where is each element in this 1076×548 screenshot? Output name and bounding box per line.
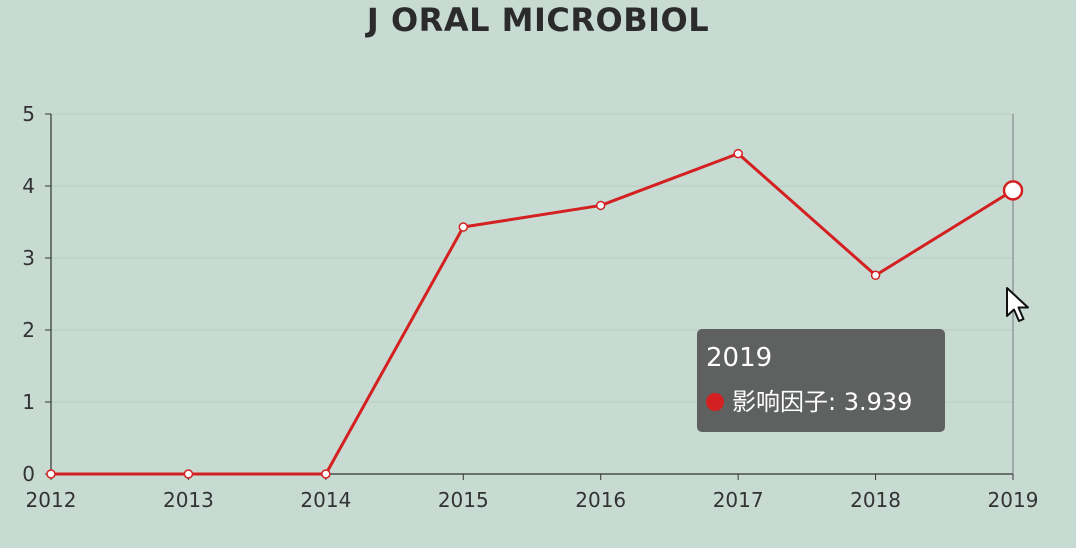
- y-tick-label: 4: [22, 174, 35, 198]
- series-line: [51, 152, 1014, 476]
- tick-labels: 0 1 2 3 4 5 2012 2013 2014 2015 2016 2017 2018 2019: [22, 102, 1038, 512]
- x-tick-label: 2018: [850, 488, 901, 512]
- x-tick-label: 2014: [300, 488, 351, 512]
- data-point: [595, 200, 606, 211]
- y-tick-label: 0: [22, 462, 35, 486]
- pointer-arrow-icon: [1006, 287, 1029, 322]
- series-layer: [46, 148, 1024, 479]
- chart-title: J ORAL MICROBIOL: [366, 1, 710, 39]
- y-tick-label: 3: [22, 246, 35, 270]
- tooltip-row: 影响因子: 3.939: [706, 386, 912, 418]
- x-tick-label: 2017: [713, 488, 764, 512]
- x-tick-label: 2015: [438, 488, 489, 512]
- y-tick-label: 5: [22, 102, 35, 126]
- x-tick-label: 2019: [988, 488, 1039, 512]
- data-point: [733, 148, 743, 159]
- data-point: [46, 469, 56, 479]
- tooltip-title: 2019: [706, 343, 773, 373]
- data-point: [1002, 180, 1024, 201]
- data-point: [321, 469, 331, 479]
- x-tick-label: 2013: [163, 488, 214, 512]
- data-point: [458, 222, 469, 232]
- y-tick-label: 2: [22, 318, 35, 342]
- data-point: [183, 469, 194, 479]
- tooltip: 2019 影响因子: 3.939: [697, 329, 945, 432]
- tooltip-series-dot: [706, 393, 724, 411]
- x-tick-label: 2012: [26, 488, 77, 512]
- data-point: [870, 270, 881, 281]
- x-tick-label: 2016: [575, 488, 626, 512]
- y-tick-label: 1: [22, 390, 35, 414]
- tooltip-value: 影响因子: 3.939: [732, 388, 913, 416]
